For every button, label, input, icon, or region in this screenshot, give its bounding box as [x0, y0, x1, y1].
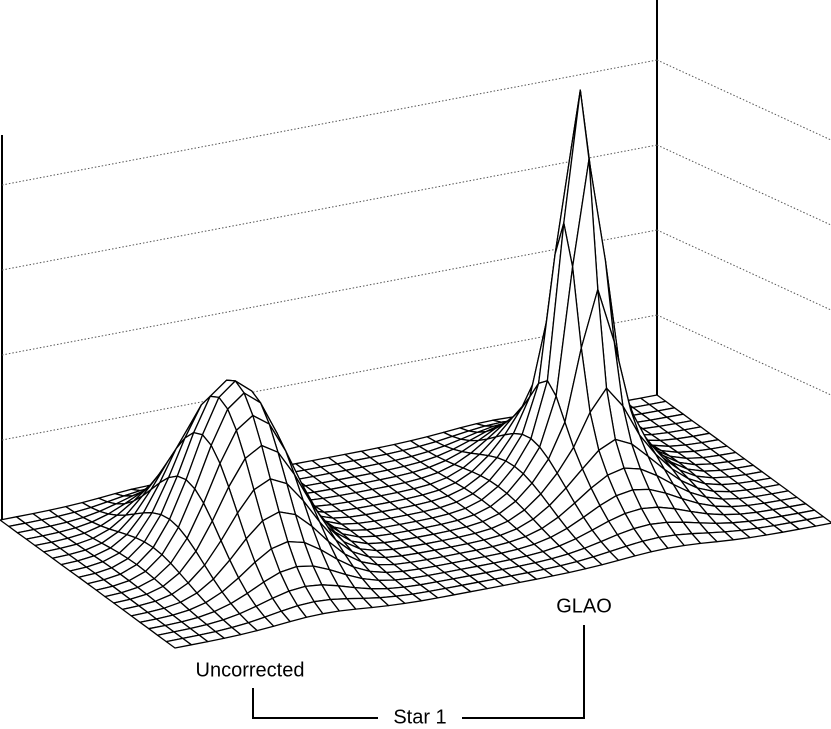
wall-grid — [656, 229, 831, 311]
label-glao: GLAO — [556, 595, 612, 617]
wall-grid — [656, 59, 831, 141]
wall-grid — [1, 314, 658, 441]
annotations — [252, 625, 585, 719]
mesh-cell — [165, 637, 193, 649]
back-walls — [1, 0, 831, 520]
wall-grid — [656, 314, 831, 396]
wall-grid — [1, 59, 658, 186]
wall-grid — [1, 144, 658, 271]
wall-grid — [1, 229, 658, 356]
bracket-right — [462, 625, 585, 719]
surface-mesh — [0, 89, 831, 649]
wall-grid — [656, 144, 831, 226]
label-uncorrected: Uncorrected — [196, 659, 305, 681]
bracket-left — [252, 688, 378, 719]
label-star: Star 1 — [393, 706, 446, 728]
